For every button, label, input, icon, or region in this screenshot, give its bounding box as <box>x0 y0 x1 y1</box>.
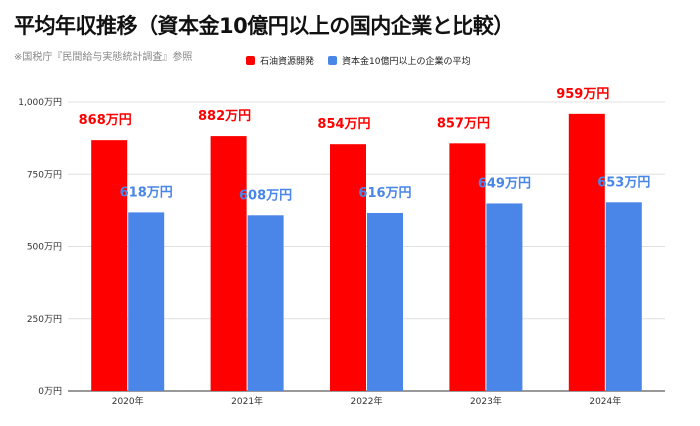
bar-series1 <box>91 140 128 391</box>
chart-title: 平均年収推移（資本金10億円以上の国内企業と比較） <box>14 14 514 38</box>
data-label-series2: 618万円 <box>120 185 173 200</box>
legend-item-series2: 資本金10億円以上の企業の平均 <box>328 54 470 67</box>
legend: 石油資源開発 資本金10億円以上の企業の平均 <box>246 54 484 67</box>
y-tick-label: 0万円 <box>38 386 62 397</box>
x-tick-label: 2021年 <box>231 395 263 407</box>
bar-series2 <box>367 212 403 391</box>
bar-series2 <box>128 212 165 391</box>
data-label-series1: 882万円 <box>198 109 251 124</box>
x-tick-label: 2020年 <box>112 395 144 407</box>
data-label-series2: 608万円 <box>239 188 292 203</box>
bar-series1 <box>210 136 247 391</box>
data-label-series1: 868万円 <box>79 113 132 128</box>
legend-label-series1: 石油資源開発 <box>260 57 315 67</box>
legend-item-series1: 石油資源開発 <box>246 54 314 67</box>
data-label-series2: 649万円 <box>478 176 531 191</box>
bar-series1 <box>568 113 605 391</box>
x-tick-label: 2023年 <box>470 395 502 407</box>
bar-series1 <box>449 143 486 391</box>
x-tick-label: 2024年 <box>589 395 621 407</box>
bar-series2 <box>486 203 523 391</box>
y-tick-label: 500万円 <box>27 242 62 253</box>
data-label-series1: 854万円 <box>317 117 370 132</box>
data-label-series2: 616万円 <box>358 186 411 201</box>
y-tick-label: 250万円 <box>27 314 62 325</box>
bar-series1 <box>330 144 366 391</box>
source-note: ※国税庁『民間給与実態統計調査』参照 <box>14 52 193 63</box>
data-label-series2: 653万円 <box>597 175 650 190</box>
y-tick-label: 1,000万円 <box>18 97 62 108</box>
y-tick-label: 750万円 <box>27 169 62 180</box>
bar-series2 <box>247 215 284 391</box>
bar-series2 <box>605 202 642 391</box>
data-label-series1: 959万円 <box>556 87 609 102</box>
x-tick-label: 2022年 <box>351 395 383 407</box>
legend-label-series2: 資本金10億円以上の企業の平均 <box>342 57 471 67</box>
legend-swatch-series2 <box>328 56 338 65</box>
legend-swatch-series1 <box>246 56 255 65</box>
data-label-series1: 857万円 <box>437 116 490 131</box>
